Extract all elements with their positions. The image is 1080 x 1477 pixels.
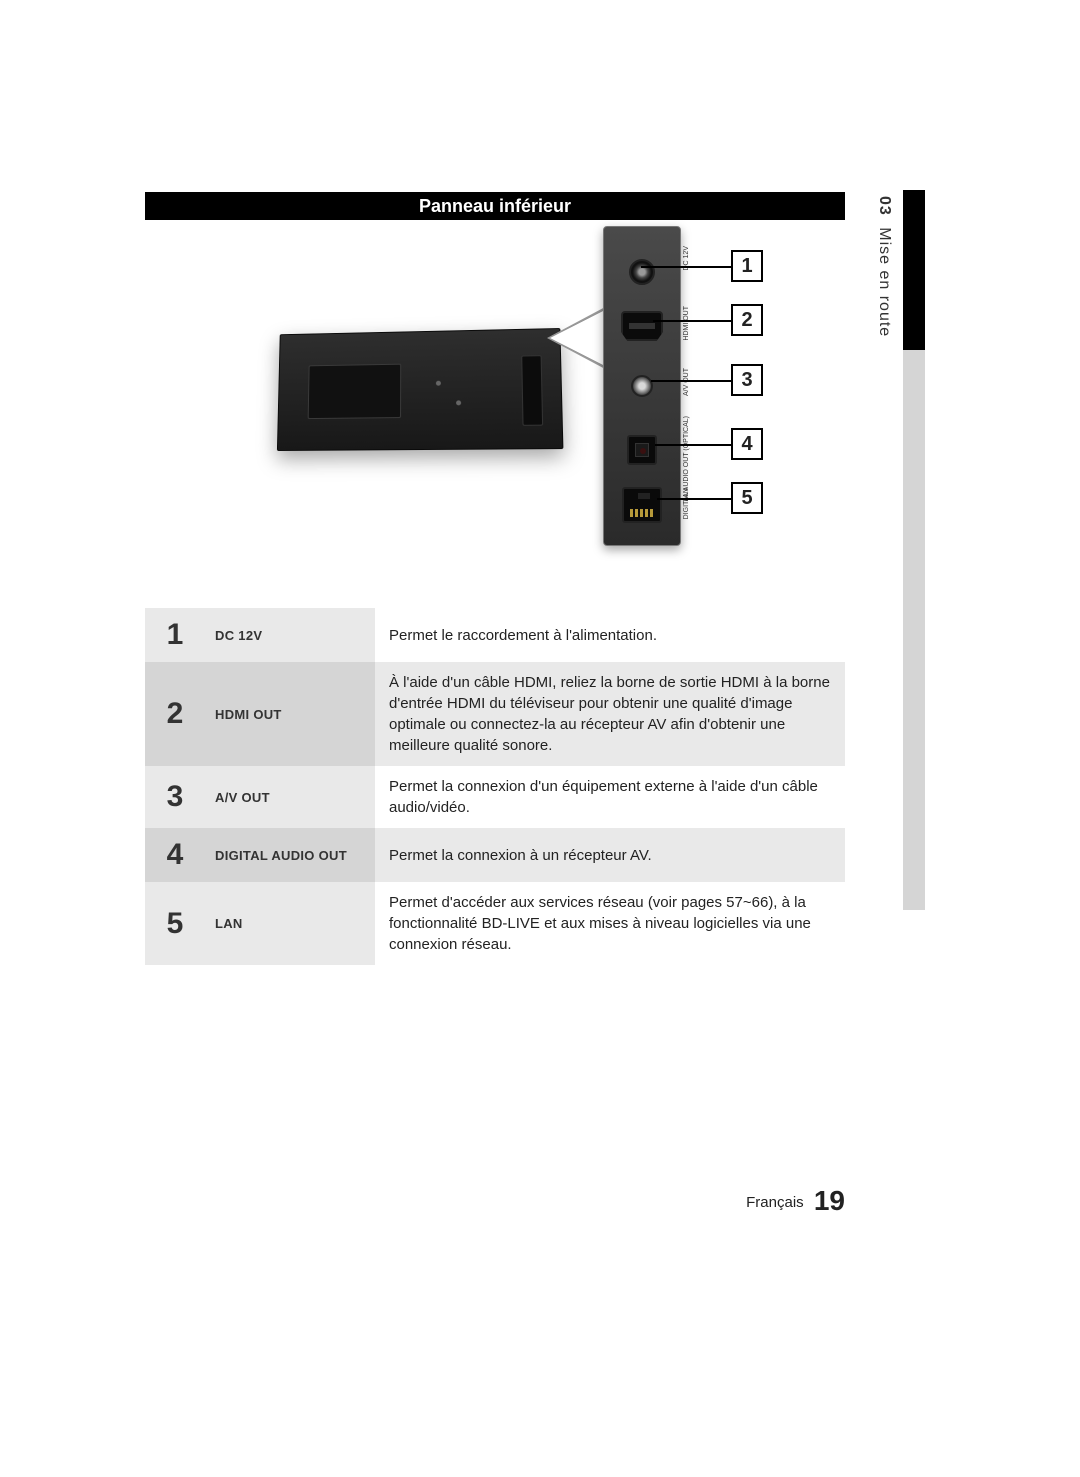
section-label: Mise en route	[876, 227, 893, 337]
row-desc: Permet la connexion d'un équipement exte…	[375, 766, 845, 828]
port-caption: DIGITAL AUDIO OUT (OPTICAL)	[683, 416, 690, 519]
section-tab: 03 Mise en route	[875, 190, 925, 350]
callout-box-2: 2	[731, 304, 763, 336]
port-hdmi-out	[621, 311, 663, 341]
table-row: 5 LAN Permet d'accéder aux services rése…	[145, 882, 845, 965]
row-name: DC 12V	[205, 608, 375, 662]
port-digital-audio-out	[627, 435, 657, 465]
page-footer: Français 19	[145, 1185, 845, 1217]
device-body	[277, 328, 564, 451]
bottom-panel-diagram: DC 12V HDMI OUT A/V OUT DIGITAL AUDIO OU…	[145, 220, 845, 590]
callout-line	[641, 266, 731, 268]
device-port-area	[521, 355, 543, 426]
device-indicator	[456, 400, 461, 405]
row-number: 3	[145, 766, 205, 828]
port-caption: A/V OUT	[683, 368, 690, 396]
section-tab-marker	[903, 190, 925, 350]
row-desc: Permet la connexion à un récepteur AV.	[375, 828, 845, 882]
port-av-out	[631, 375, 653, 397]
row-number: 2	[145, 662, 205, 766]
ports-table: 1 DC 12V Permet le raccordement à l'alim…	[145, 608, 845, 965]
panel-title: Panneau inférieur	[145, 192, 845, 220]
callout-line	[657, 498, 731, 500]
port-lan	[622, 487, 662, 523]
callout-box-5: 5	[731, 482, 763, 514]
callout-line	[655, 444, 731, 446]
section-tab-text: 03 Mise en route	[875, 190, 893, 337]
port-dc12v	[629, 259, 655, 285]
footer-language: Français	[746, 1194, 804, 1211]
section-number: 03	[876, 196, 893, 216]
row-number: 4	[145, 828, 205, 882]
table-row: 1 DC 12V Permet le raccordement à l'alim…	[145, 608, 845, 662]
callout-line	[653, 320, 731, 322]
row-name: HDMI OUT	[205, 662, 375, 766]
port-caption: HDMI OUT	[683, 306, 690, 341]
table-row: 4 DIGITAL AUDIO OUT Permet la connexion …	[145, 828, 845, 882]
row-name: DIGITAL AUDIO OUT	[205, 828, 375, 882]
table-row: 3 A/V OUT Permet la connexion d'un équip…	[145, 766, 845, 828]
panel-header: Panneau inférieur	[145, 192, 845, 220]
device-indicator	[436, 381, 441, 386]
callout-box-4: 4	[731, 428, 763, 460]
row-desc: À l'aide d'un câble HDMI, reliez la born…	[375, 662, 845, 766]
page-number: 19	[814, 1185, 845, 1216]
row-number: 1	[145, 608, 205, 662]
callout-box-3: 3	[731, 364, 763, 396]
device-disc-slot	[308, 364, 402, 419]
side-grey-strip	[903, 350, 925, 910]
row-name: A/V OUT	[205, 766, 375, 828]
row-number: 5	[145, 882, 205, 965]
callout-leader	[550, 310, 605, 366]
row-desc: Permet le raccordement à l'alimentation.	[375, 608, 845, 662]
row-desc: Permet d'accéder aux services réseau (vo…	[375, 882, 845, 965]
callout-box-1: 1	[731, 250, 763, 282]
callout-line	[651, 380, 731, 382]
table-row: 2 HDMI OUT À l'aide d'un câble HDMI, rel…	[145, 662, 845, 766]
row-name: LAN	[205, 882, 375, 965]
